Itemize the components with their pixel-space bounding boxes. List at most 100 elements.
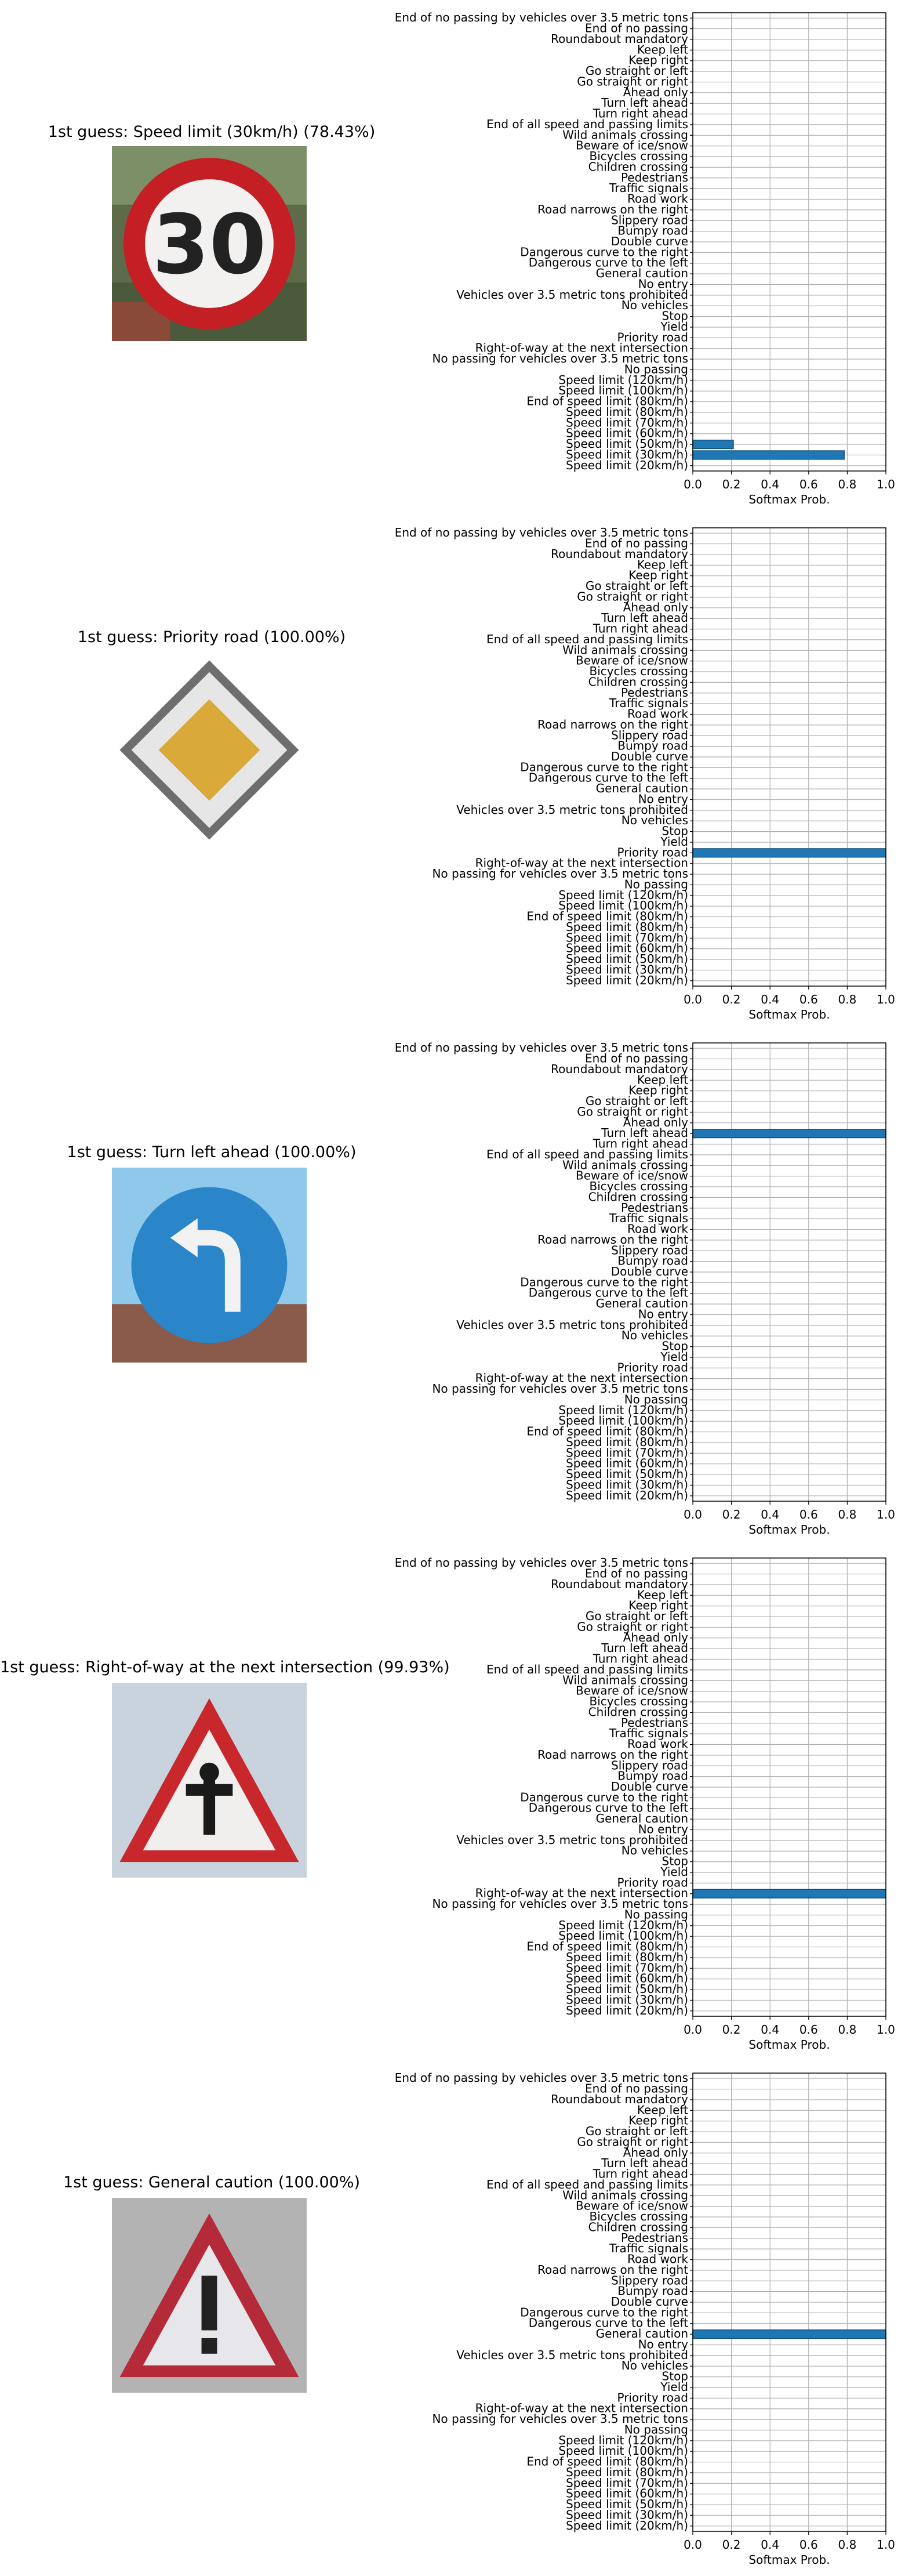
category-label: Turn left ahead	[601, 611, 688, 625]
category-label: Go straight or left	[586, 579, 688, 593]
category-label: Roundabout mandatory	[551, 32, 688, 46]
category-label: General caution	[596, 1811, 688, 1825]
prediction-panel: 1st guess: Speed limit (30km/h) (78.43%)…	[0, 0, 905, 515]
category-label: No passing for vehicles over 3.5 metric …	[432, 352, 688, 365]
x-tick-label: 0.4	[761, 2023, 779, 2037]
category-label: Road narrows on the right	[537, 1233, 688, 1247]
probability-bar	[692, 2329, 886, 2339]
category-label: Keep right	[628, 53, 688, 67]
category-label: Wild animals crossing	[562, 643, 688, 657]
category-label: Slippery road	[611, 728, 688, 742]
category-label: Yield	[660, 835, 688, 849]
category-label: Speed limit (80km/h)	[566, 2465, 688, 2479]
category-label: Priority road	[617, 1360, 688, 1374]
category-label: Pedestrians	[621, 1201, 688, 1215]
category-label: No passing	[624, 877, 688, 891]
prediction-panel: 1st guess: Turn left ahead (100.00%) Spe…	[0, 1030, 905, 1545]
category-label: Keep left	[637, 42, 688, 56]
category-label: End of no passing by vehicles over 3.5 m…	[395, 2071, 688, 2085]
turn-left-ahead-sign-icon	[112, 1168, 307, 1363]
category-label: End of no passing	[585, 2082, 688, 2096]
category-label: Speed limit (20km/h)	[566, 2003, 688, 2017]
x-tick-label: 0.2	[722, 477, 741, 491]
category-label: Road narrows on the right	[537, 1748, 688, 1762]
category-label: No entry	[638, 792, 689, 806]
category-label: Speed limit (20km/h)	[566, 1488, 688, 1502]
category-label: Speed limit (30km/h)	[566, 447, 688, 461]
category-label: No vehicles	[621, 2358, 688, 2372]
category-label: Right-of-way at the next intersection	[475, 2401, 688, 2415]
x-tick-label: 0.0	[684, 477, 702, 491]
category-label: Children crossing	[588, 1705, 688, 1719]
category-label: Beware of ice/snow	[576, 2199, 688, 2213]
x-tick-label: 0.6	[799, 2023, 818, 2037]
category-label: Speed limit (60km/h)	[566, 2487, 688, 2501]
x-axis-label: Softmax Prob.	[748, 492, 830, 506]
x-tick-label: 0.4	[761, 477, 779, 491]
category-label: Yield	[660, 2380, 688, 2394]
category-label: Slippery road	[611, 1243, 688, 1257]
category-label: Yield	[660, 1865, 688, 1879]
probability-bar	[692, 1129, 886, 1139]
category-label: Priority road	[617, 845, 688, 859]
category-label: Vehicles over 3.5 metric tons prohibited	[456, 803, 688, 817]
category-label: Go straight or right	[577, 589, 688, 603]
category-label: Right-of-way at the next intersection	[475, 341, 688, 355]
category-label: Priority road	[617, 1875, 688, 1889]
category-label: Speed limit (70km/h)	[566, 1445, 688, 1459]
guess-title: 1st guess: Turn left ahead (100.00%)	[67, 1143, 357, 1161]
x-tick-label: 0.0	[684, 2538, 702, 2552]
category-label: Speed limit (70km/h)	[566, 415, 688, 429]
x-tick-label: 0.0	[684, 2023, 702, 2037]
category-label: Speed limit (60km/h)	[566, 1457, 688, 1470]
category-label: Turn right ahead	[593, 622, 688, 636]
category-label: Wild animals crossing	[562, 1158, 688, 1172]
category-label: Turn right ahead	[593, 2167, 688, 2181]
category-label: Speed limit (30km/h)	[566, 1477, 688, 1491]
category-label: Turn left ahead	[601, 1126, 688, 1140]
softmax-bar-chart: Speed limit (20km/h)Speed limit (30km/h)…	[395, 526, 895, 1021]
guess-title: 1st guess: Priority road (100.00%)	[77, 628, 346, 646]
prediction-panel: 1st guess: Priority road (100.00%) Speed…	[0, 515, 905, 1030]
category-label: No passing for vehicles over 3.5 metric …	[432, 867, 688, 881]
category-label: End of no passing	[585, 1567, 688, 1581]
probability-bar	[692, 450, 845, 460]
category-label: Traffic signals	[609, 2241, 688, 2255]
category-label: Yield	[660, 1350, 688, 1364]
category-label: Speed limit (30km/h)	[566, 2508, 688, 2521]
category-label: Double curve	[611, 234, 688, 248]
category-label: Go straight or left	[586, 1094, 688, 1108]
category-label: Go straight or right	[577, 2135, 688, 2149]
category-label: Speed limit (120km/h)	[558, 373, 688, 387]
category-label: Children crossing	[588, 675, 688, 689]
category-label: Double curve	[611, 1780, 688, 1794]
category-label: End of all speed and passing limits	[486, 1662, 688, 1676]
category-label: Speed limit (30km/h)	[566, 962, 688, 976]
category-label: Go straight or right	[577, 1619, 688, 1633]
category-label: Dangerous curve to the left	[529, 1801, 688, 1815]
category-label: Bicycles crossing	[589, 149, 688, 163]
category-label: Go straight or right	[577, 1104, 688, 1118]
category-label: Pedestrians	[621, 171, 688, 184]
category-label: End of speed limit (80km/h)	[526, 1940, 688, 1954]
category-label: Road narrows on the right	[537, 202, 688, 216]
category-label: Bumpy road	[617, 1769, 688, 1783]
category-label: Go straight or left	[586, 64, 688, 78]
category-label: Speed limit (60km/h)	[566, 941, 688, 955]
category-label: Speed limit (20km/h)	[566, 2519, 688, 2532]
category-label: No passing for vehicles over 3.5 metric …	[432, 1382, 688, 1396]
category-label: Keep left	[637, 2103, 688, 2117]
category-label: Dangerous curve to the right	[520, 2305, 688, 2319]
category-label: No entry	[638, 1822, 689, 1836]
x-tick-label: 0.8	[838, 992, 856, 1006]
category-label: End of no passing by vehicles over 3.5 m…	[395, 10, 688, 24]
category-label: Road work	[627, 192, 688, 206]
category-label: Speed limit (60km/h)	[566, 426, 688, 440]
category-label: Stop	[662, 2370, 688, 2383]
category-label: Speed limit (30km/h)	[566, 1992, 688, 2006]
softmax-bar-chart: Speed limit (20km/h)Speed limit (30km/h)…	[395, 10, 895, 506]
category-label: Ahead only	[623, 600, 688, 614]
category-label: Traffic signals	[609, 1211, 688, 1225]
category-label: No entry	[638, 2337, 689, 2351]
category-label: Bumpy road	[617, 224, 688, 238]
